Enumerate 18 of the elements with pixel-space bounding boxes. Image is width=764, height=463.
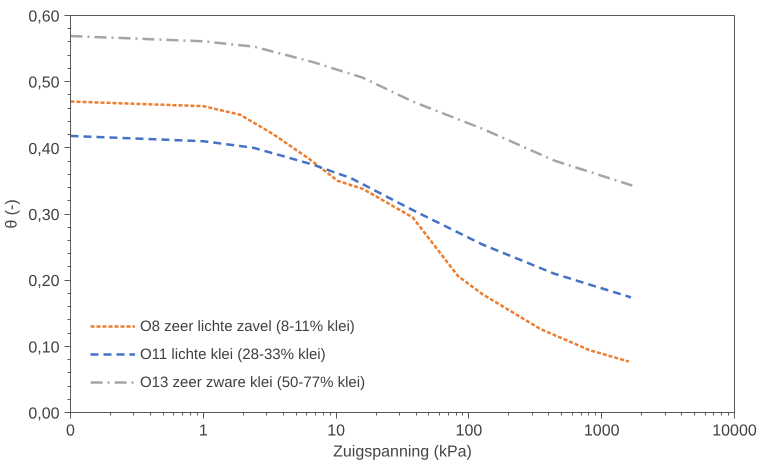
y-tick-label: 0,00 bbox=[28, 406, 60, 422]
x-tick-label: 1000 bbox=[584, 422, 620, 440]
y-tick-label: 0,10 bbox=[28, 339, 60, 356]
y-tick-label: 0,40 bbox=[28, 140, 60, 158]
legend-label: O13 zeer zware klei (50-77% klei) bbox=[140, 374, 366, 390]
legend-label: O8 zeer lichte zavel (8-11% klei) bbox=[140, 318, 355, 334]
legend-label: O11 lichte klei (28-33% klei) bbox=[140, 346, 326, 362]
y-tick-label: 0,30 bbox=[28, 207, 60, 224]
y-axis-title: θ (-) bbox=[3, 199, 20, 229]
x-tick-label: 0 bbox=[66, 422, 76, 440]
x-axis-title: Zuigspanning (kPa) bbox=[333, 444, 472, 460]
x-tick-label: 100 bbox=[456, 422, 482, 440]
y-tick-label: 0,50 bbox=[28, 74, 60, 92]
y-tick-label: 0,20 bbox=[28, 273, 60, 290]
y-tick-label: 0,60 bbox=[28, 8, 60, 26]
x-tick-label: 10000 bbox=[712, 422, 757, 440]
x-tick-label: 10 bbox=[327, 422, 346, 440]
x-tick-label: 1 bbox=[198, 422, 208, 440]
